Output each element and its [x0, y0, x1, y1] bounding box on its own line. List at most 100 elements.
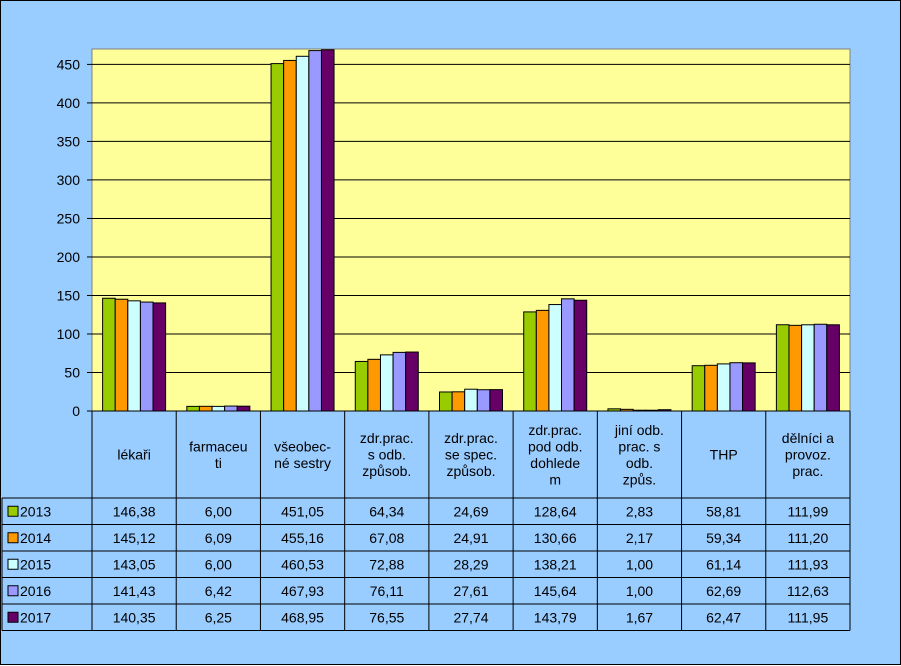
data-label: 2,17	[626, 530, 653, 546]
bar-2016	[729, 362, 744, 412]
bar-2014	[367, 358, 381, 412]
legend-key-2013	[7, 505, 19, 517]
y-tick-label: 150	[57, 287, 81, 303]
data-label: 62,69	[706, 583, 741, 599]
category-label: farmaceu	[189, 438, 247, 454]
bar-2015	[211, 405, 226, 412]
y-tick-label: 200	[57, 249, 81, 265]
data-label: 6,25	[205, 609, 232, 625]
data-label: 6,00	[205, 503, 232, 519]
bar-2015	[464, 388, 478, 412]
data-label: 451,05	[281, 503, 324, 519]
data-label: 141,43	[113, 583, 156, 599]
data-label: 64,34	[369, 503, 404, 519]
bar-2014	[788, 324, 803, 412]
data-label: 1,00	[626, 556, 653, 572]
category-label: zdr.prac.	[444, 430, 498, 446]
bar-2017	[489, 389, 503, 412]
bar-2016	[139, 301, 154, 412]
category-label: pod odb.	[528, 438, 583, 454]
data-label: 27,61	[453, 583, 488, 599]
bar-2015	[548, 304, 563, 412]
bar-2017	[826, 324, 840, 412]
bar-2017	[152, 302, 167, 412]
bar-2014	[535, 309, 550, 412]
legend-key-2014	[7, 532, 19, 544]
legend-label: 2014	[20, 530, 51, 546]
data-label: 143,05	[113, 556, 156, 572]
bar-2015	[295, 55, 310, 412]
data-label: 58,81	[706, 503, 741, 519]
bar-2017	[320, 49, 335, 412]
data-label: 145,12	[113, 530, 156, 546]
data-label: 140,35	[113, 609, 156, 625]
bar-2013	[270, 63, 285, 412]
category-label: způs.	[623, 471, 656, 487]
bar-2014	[704, 364, 718, 412]
y-tick-label: 300	[57, 172, 81, 188]
y-tick-label: 0	[72, 403, 80, 419]
bar-2013	[439, 391, 453, 412]
category-label: m	[549, 471, 561, 487]
bar-2013	[691, 365, 706, 412]
category-label: zdr.prac.	[528, 422, 582, 438]
bar-2016	[561, 298, 575, 412]
data-label: 61,14	[706, 556, 741, 572]
bar-2016	[813, 323, 828, 412]
legend-label: 2013	[20, 503, 51, 519]
data-label: 24,69	[453, 503, 488, 519]
legend-label: 2016	[20, 583, 51, 599]
bar-2017	[573, 299, 588, 412]
plot-background	[91, 48, 851, 412]
data-label: 59,34	[706, 530, 741, 546]
data-label: 6,09	[205, 530, 232, 546]
bar-2015	[801, 324, 815, 412]
bar-2017	[405, 351, 419, 412]
bar-2017	[742, 362, 756, 412]
bar-2017	[236, 405, 251, 412]
data-label: 72,88	[369, 556, 404, 572]
bar-2016	[308, 50, 322, 412]
bar-2013	[354, 360, 369, 412]
category-label: se spec.	[445, 447, 497, 463]
data-label: 146,38	[113, 503, 156, 519]
bar-2014	[283, 59, 297, 412]
category-label: prac. s	[618, 438, 660, 454]
y-tick-label: 450	[57, 56, 81, 72]
data-label: 460,53	[281, 556, 324, 572]
data-label: 467,93	[281, 583, 324, 599]
data-label: 76,11	[370, 583, 404, 599]
category-label: odb.	[626, 455, 653, 471]
category-label: ti	[215, 455, 222, 471]
data-label: 111,95	[788, 609, 829, 625]
data-label: 468,95	[281, 609, 324, 625]
data-label: 111,93	[788, 556, 829, 572]
legend-key-2016	[7, 585, 19, 597]
bar-2013	[186, 405, 200, 412]
bar-2013	[523, 311, 537, 412]
category-label: né sestry	[274, 455, 331, 471]
category-label: zdr.prac.	[360, 430, 414, 446]
data-label: 27,74	[453, 609, 488, 625]
data-label: 143,79	[534, 609, 577, 625]
data-label: 2,83	[626, 503, 653, 519]
data-label: 62,47	[706, 609, 741, 625]
category-label: provoz.	[785, 447, 831, 463]
bar-2015	[716, 363, 731, 412]
y-tick-label: 50	[64, 364, 80, 380]
data-label: 24,91	[453, 530, 488, 546]
bar-2016	[224, 405, 238, 412]
data-label: 455,16	[281, 530, 324, 546]
data-label: 112,63	[787, 583, 829, 599]
data-label: 111,20	[788, 530, 829, 546]
data-label: 130,66	[534, 530, 577, 546]
category-label: dělníci a	[782, 430, 834, 446]
data-label: 6,42	[205, 583, 232, 599]
data-label: 111,99	[788, 503, 829, 519]
category-label: s odb.	[368, 447, 406, 463]
category-label: způsob.	[362, 463, 411, 479]
bar-2014	[114, 298, 129, 412]
category-label: všeobec-	[274, 438, 331, 454]
